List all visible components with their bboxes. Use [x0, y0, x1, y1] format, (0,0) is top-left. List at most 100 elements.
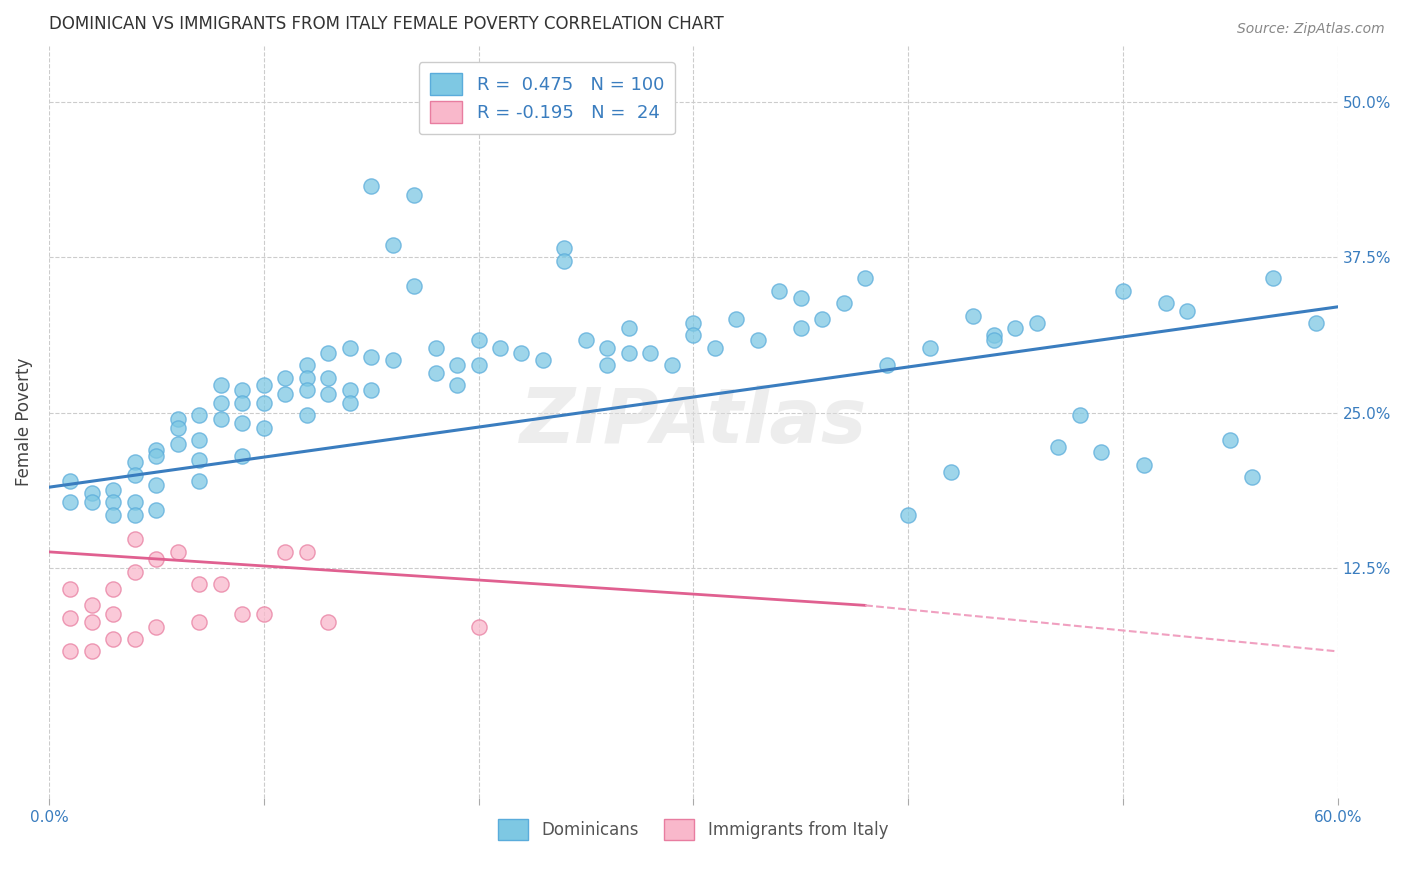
- Point: [274, 370, 297, 384]
- Point: [80, 486, 103, 500]
- Point: [789, 321, 811, 335]
- Point: [360, 179, 382, 194]
- Point: [231, 395, 253, 409]
- Point: [145, 619, 167, 633]
- Point: [553, 253, 575, 268]
- Point: [381, 237, 404, 252]
- Point: [59, 582, 82, 597]
- Point: [1026, 316, 1049, 330]
- Point: [253, 378, 276, 392]
- Point: [682, 328, 704, 343]
- Point: [80, 615, 103, 629]
- Text: Source: ZipAtlas.com: Source: ZipAtlas.com: [1237, 22, 1385, 37]
- Point: [876, 359, 898, 373]
- Point: [124, 533, 146, 547]
- Point: [1069, 408, 1091, 422]
- Point: [295, 383, 318, 397]
- Point: [124, 565, 146, 579]
- Point: [209, 378, 232, 392]
- Point: [1175, 303, 1198, 318]
- Point: [832, 296, 855, 310]
- Point: [316, 387, 339, 401]
- Y-axis label: Female Poverty: Female Poverty: [15, 358, 32, 486]
- Point: [1004, 321, 1026, 335]
- Point: [404, 278, 426, 293]
- Point: [188, 577, 211, 591]
- Point: [253, 607, 276, 621]
- Point: [939, 465, 962, 479]
- Point: [103, 607, 125, 621]
- Point: [145, 449, 167, 463]
- Point: [983, 328, 1005, 343]
- Point: [80, 644, 103, 658]
- Point: [725, 312, 748, 326]
- Point: [231, 449, 253, 463]
- Point: [575, 334, 598, 348]
- Point: [682, 316, 704, 330]
- Point: [274, 387, 297, 401]
- Point: [295, 408, 318, 422]
- Point: [188, 408, 211, 422]
- Point: [489, 341, 512, 355]
- Point: [145, 442, 167, 457]
- Point: [253, 395, 276, 409]
- Point: [59, 474, 82, 488]
- Point: [124, 467, 146, 482]
- Point: [811, 312, 834, 326]
- Point: [1112, 284, 1135, 298]
- Point: [360, 350, 382, 364]
- Point: [853, 271, 876, 285]
- Point: [467, 619, 489, 633]
- Point: [553, 241, 575, 255]
- Point: [1047, 441, 1070, 455]
- Point: [274, 545, 297, 559]
- Point: [661, 359, 683, 373]
- Point: [768, 284, 790, 298]
- Point: [124, 455, 146, 469]
- Point: [339, 395, 361, 409]
- Point: [103, 508, 125, 522]
- Point: [209, 577, 232, 591]
- Point: [1154, 296, 1177, 310]
- Point: [295, 370, 318, 384]
- Point: [166, 545, 188, 559]
- Point: [1305, 316, 1327, 330]
- Point: [617, 321, 640, 335]
- Point: [316, 370, 339, 384]
- Point: [1263, 271, 1285, 285]
- Point: [103, 495, 125, 509]
- Point: [188, 453, 211, 467]
- Point: [467, 359, 489, 373]
- Point: [209, 395, 232, 409]
- Point: [188, 433, 211, 447]
- Legend: Dominicans, Immigrants from Italy: Dominicans, Immigrants from Italy: [492, 813, 894, 847]
- Point: [747, 334, 769, 348]
- Point: [918, 341, 941, 355]
- Point: [103, 483, 125, 497]
- Point: [59, 644, 82, 658]
- Point: [1133, 458, 1156, 472]
- Point: [339, 341, 361, 355]
- Point: [617, 346, 640, 360]
- Point: [510, 346, 533, 360]
- Point: [103, 582, 125, 597]
- Point: [124, 495, 146, 509]
- Point: [231, 383, 253, 397]
- Point: [295, 359, 318, 373]
- Point: [596, 359, 619, 373]
- Point: [983, 334, 1005, 348]
- Point: [253, 420, 276, 434]
- Point: [316, 615, 339, 629]
- Text: ZIPAtlas: ZIPAtlas: [520, 385, 868, 458]
- Point: [640, 346, 662, 360]
- Point: [360, 383, 382, 397]
- Point: [425, 341, 447, 355]
- Point: [404, 188, 426, 202]
- Point: [103, 632, 125, 646]
- Text: DOMINICAN VS IMMIGRANTS FROM ITALY FEMALE POVERTY CORRELATION CHART: DOMINICAN VS IMMIGRANTS FROM ITALY FEMAL…: [49, 15, 724, 33]
- Point: [80, 599, 103, 613]
- Point: [209, 412, 232, 426]
- Point: [124, 508, 146, 522]
- Point: [145, 477, 167, 491]
- Point: [703, 341, 725, 355]
